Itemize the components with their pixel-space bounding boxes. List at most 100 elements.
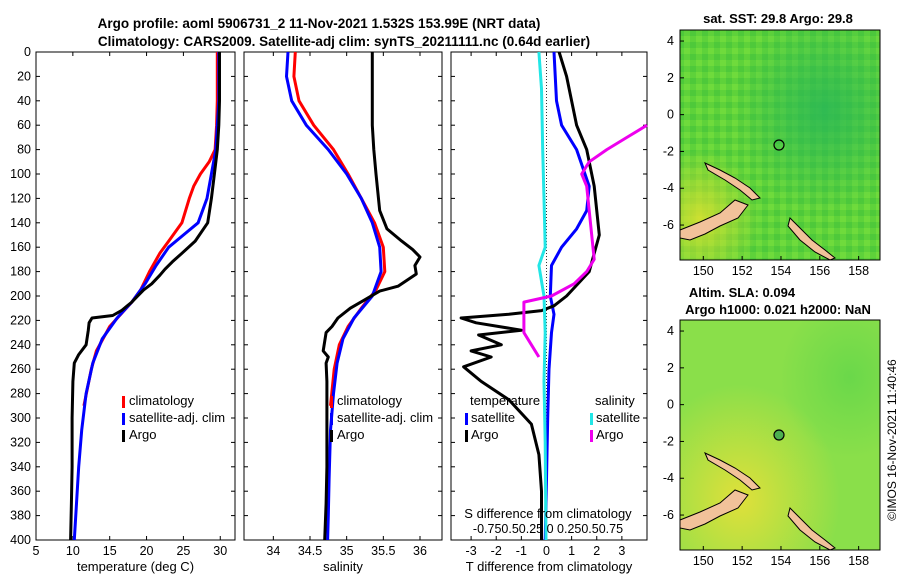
map-frame: [679, 319, 881, 551]
y-tick-label: 320: [10, 435, 31, 449]
series-argo: [69, 52, 221, 541]
y-tick-label: 40: [17, 94, 31, 108]
map-y-tick-label: 4: [667, 34, 674, 48]
x-tick-label: -1: [516, 544, 527, 558]
series-salinity-argo: [522, 123, 648, 358]
y-tick-label: 60: [17, 118, 31, 132]
x-tick-label: 25: [176, 544, 190, 558]
map-x-tick-label: 150: [693, 554, 714, 568]
sst-map-title: sat. SST: 29.8 Argo: 29.8: [703, 11, 853, 26]
sst-map: [679, 30, 880, 261]
legend-t-argo-marker: [465, 430, 468, 442]
map-y-tick-label: -2: [663, 434, 674, 448]
imos-watermark: ©IMOS 16-Nov-2021 11:40:46: [885, 359, 899, 521]
legend-s-argo-marker: [590, 430, 593, 442]
y-tick-label: 300: [10, 411, 31, 425]
series-temperature-satellite: [543, 51, 591, 541]
new-britain-land: [679, 199, 749, 241]
legend-satellite-label: satellite-adj. clim: [337, 410, 433, 425]
legend-climatology-label: climatology: [337, 393, 403, 408]
map-y-tick-label: 0: [667, 108, 674, 122]
map-y-tick-label: 2: [667, 361, 674, 375]
x-tick-label: 2: [593, 544, 600, 558]
legend-satellite-label: satellite-adj. clim: [129, 410, 225, 425]
legend-climatology-label: climatology: [129, 393, 195, 408]
legend-argo-marker: [330, 430, 333, 442]
new-ireland-land: [704, 161, 761, 201]
difference-legend: temperature satellite Argo salinity sate…: [464, 393, 640, 536]
map-x-tick-label: 154: [771, 554, 792, 568]
map-y-tick-label: 2: [667, 71, 674, 85]
x-tick-label: 36: [413, 544, 427, 558]
title-line-2: Climatology: CARS2009. Satellite-adj cli…: [98, 34, 590, 49]
argo-location-marker: [773, 429, 785, 441]
legend-climatology-marker: [122, 396, 125, 408]
x-tick-label: 0: [543, 544, 550, 558]
legend-temperature-title: temperature: [470, 393, 540, 408]
y-tick-label: 160: [10, 240, 31, 254]
legend-t-satellite-label: satellite: [471, 410, 515, 425]
legend-t-satellite-marker: [465, 413, 468, 425]
sla-map-title-2: Argo h1000: 0.021 h2000: NaN: [685, 302, 871, 317]
legend-s-satellite-label: satellite: [596, 410, 640, 425]
new-britain-land: [679, 489, 749, 531]
y-tick-label: 340: [10, 460, 31, 474]
map-y-tick-label: -6: [663, 508, 674, 522]
map-y-tick-label: -4: [663, 471, 674, 485]
legend-s-argo-label: Argo: [596, 427, 623, 442]
map-x-tick-label: 150: [693, 264, 714, 278]
temperature-legend: climatology satellite-adj. clim Argo: [122, 393, 225, 442]
bougainville-land: [787, 507, 836, 551]
x-tick-label: 1: [568, 544, 575, 558]
y-tick-label: 260: [10, 362, 31, 376]
s-difference-axis-title: S difference from climatology: [464, 506, 632, 521]
x-tick-label: 15: [103, 544, 117, 558]
legend-argo-marker: [122, 430, 125, 442]
salinity-panel: 34 34.5 35 35.5 36 salinity: [243, 51, 443, 574]
legend-argo-label: Argo: [337, 427, 364, 442]
y-tick-label: 400: [10, 533, 31, 547]
x-tick-label: 35.5: [371, 544, 395, 558]
x-tick-label: 10: [66, 544, 80, 558]
map-x-tick-label: 152: [732, 264, 753, 278]
x-axis-label: T difference from climatology: [466, 559, 633, 574]
y-tick-label: 140: [10, 216, 31, 230]
bougainville-land: [787, 217, 836, 261]
x-tick-label: 34: [266, 544, 280, 558]
map-x-tick-label: 156: [809, 554, 830, 568]
plot-frame: [243, 51, 443, 541]
series-salinity-satellite: [537, 51, 548, 541]
y-tick-label: 360: [10, 484, 31, 498]
map-y-tick-label: -4: [663, 181, 674, 195]
sla-map-title-1: Altim. SLA: 0.094: [689, 285, 796, 300]
map-x-tick-label: 156: [809, 264, 830, 278]
legend-argo-label: Argo: [129, 427, 156, 442]
y-tick-label: 20: [17, 69, 31, 83]
series-satellite-adj-clim: [72, 52, 221, 541]
x-tick-label: 5: [33, 544, 40, 558]
map-frame: [679, 29, 881, 261]
y-tick-label: 280: [10, 387, 31, 401]
x-tick-label: 34.5: [298, 544, 322, 558]
y-tick-label: 120: [10, 191, 31, 205]
x-tick-label: 3: [618, 544, 625, 558]
map-x-tick-label: 152: [732, 554, 753, 568]
y-tick-label: 240: [10, 338, 31, 352]
legend-salinity-title: salinity: [595, 393, 635, 408]
series-temperature-argo: [459, 51, 601, 540]
x-tick-label: 30: [213, 544, 227, 558]
legend-satellite-marker: [122, 413, 125, 425]
x-axis-label: temperature (deg C): [77, 559, 194, 574]
series-argo: [321, 52, 422, 541]
new-ireland-land: [704, 451, 761, 491]
y-tick-label: 200: [10, 289, 31, 303]
y-tick-label: 380: [10, 509, 31, 523]
difference-panel: -3 -2 -1 0 1 2 3T difference from climatology: [450, 51, 648, 574]
y-tick-label: 220: [10, 313, 31, 327]
sla-map: [679, 320, 880, 551]
y-tick-label: 180: [10, 265, 31, 279]
map-y-tick-label: 0: [667, 398, 674, 412]
y-tick-label: 100: [10, 167, 31, 181]
map-y-tick-label: -6: [663, 218, 674, 232]
